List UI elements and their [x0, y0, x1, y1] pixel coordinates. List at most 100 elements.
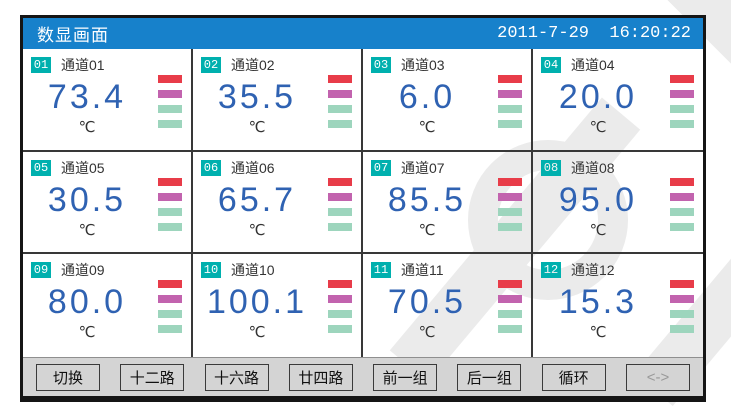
channel-value: 15.3 — [558, 283, 638, 322]
bar-magenta — [498, 192, 522, 201]
channel-label: 通道06 — [231, 159, 275, 176]
twelve-channel-button[interactable]: 十二路 — [120, 363, 185, 391]
button-bar: 切换 十二路 十六路 廿四路 前一组 后一组 循环 <-> — [23, 357, 703, 396]
cycle-button[interactable]: 循环 — [541, 363, 606, 391]
channel-cell-03: 03 通道03 6.0 ℃ — [363, 49, 533, 152]
channel-cell-09: 09 通道09 80.0 ℃ — [23, 254, 193, 357]
bar-green — [670, 120, 694, 128]
bar-indicator — [158, 75, 182, 128]
bar-green — [498, 222, 522, 231]
channel-number-badge: 09 — [31, 262, 51, 279]
channel-cell-01: 01 通道01 73.4 ℃ — [23, 49, 193, 152]
channel-number-badge: 06 — [201, 159, 221, 176]
channel-value: 100.1 — [206, 283, 308, 322]
channel-value: 73.4 — [47, 78, 127, 116]
channel-label: 通道01 — [61, 57, 105, 73]
channel-label: 通道08 — [571, 159, 615, 176]
channel-cell-10: 10 通道10 100.1 ℃ — [193, 254, 363, 357]
channel-value: 30.5 — [47, 180, 127, 219]
bar-magenta — [328, 192, 352, 201]
channel-label: 通道02 — [231, 57, 275, 73]
bar-green — [158, 207, 182, 216]
sixteen-channel-button[interactable]: 十六路 — [204, 363, 269, 391]
bar-green — [328, 120, 352, 128]
channel-label: 通道03 — [401, 57, 445, 73]
channel-cell-06: 06 通道06 65.7 ℃ — [193, 151, 363, 255]
bar-indicator — [328, 280, 352, 334]
prev-group-button[interactable]: 前一组 — [373, 363, 438, 391]
bar-green — [158, 120, 182, 128]
bar-green — [670, 310, 694, 319]
bar-red — [498, 280, 522, 289]
bar-red — [670, 75, 694, 83]
channel-value: 20.0 — [558, 78, 638, 116]
channel-value: 6.0 — [398, 78, 456, 116]
switch-button[interactable]: 切换 — [36, 363, 100, 391]
bar-green — [158, 222, 182, 231]
bar-green — [498, 310, 522, 319]
datetime-display: 2011-7-29 16:20:22 — [497, 24, 691, 43]
channel-label: 通道11 — [401, 262, 444, 279]
bar-indicator — [498, 280, 522, 334]
channel-unit: ℃ — [248, 324, 266, 342]
channel-cell-02: 02 通道02 35.5 ℃ — [193, 49, 363, 152]
bar-green — [158, 105, 182, 113]
bar-green — [670, 325, 694, 334]
bar-magenta — [498, 295, 522, 304]
toggle-button[interactable]: <-> — [625, 363, 690, 391]
bar-green — [158, 310, 182, 319]
page-title: 数显画面 — [37, 26, 109, 45]
bar-indicator — [328, 75, 352, 128]
bar-green — [328, 105, 352, 113]
channel-cell-11: 11 通道11 70.5 ℃ — [363, 254, 533, 357]
channel-number-badge: 01 — [31, 57, 51, 73]
channel-label: 通道10 — [231, 262, 275, 279]
bar-green — [328, 310, 352, 319]
channel-cell-12: 12 通道12 15.3 ℃ — [533, 254, 703, 357]
bar-red — [498, 177, 522, 186]
channel-unit: ℃ — [589, 221, 607, 239]
twentyfour-channel-button[interactable]: 廿四路 — [288, 363, 353, 391]
channel-number-badge: 03 — [371, 57, 391, 73]
channel-number-badge: 02 — [201, 57, 221, 73]
bar-magenta — [158, 90, 182, 98]
bar-magenta — [158, 295, 182, 304]
channel-unit: ℃ — [589, 119, 607, 136]
bar-red — [328, 75, 352, 83]
bar-red — [158, 177, 182, 186]
bar-red — [328, 177, 352, 186]
bar-green — [498, 120, 522, 128]
channel-value: 65.7 — [217, 180, 297, 219]
channel-value: 80.0 — [47, 283, 127, 322]
bar-magenta — [498, 90, 522, 98]
channel-label: 通道05 — [61, 159, 105, 176]
bar-red — [670, 280, 694, 289]
next-group-button[interactable]: 后一组 — [457, 363, 522, 391]
channel-number-badge: 07 — [371, 159, 391, 176]
channel-unit: ℃ — [418, 119, 436, 136]
bar-magenta — [328, 295, 352, 304]
bar-indicator — [670, 280, 694, 334]
channel-value: 95.0 — [558, 180, 638, 219]
channel-number-badge: 08 — [541, 159, 561, 176]
bar-red — [498, 75, 522, 83]
bar-indicator — [498, 177, 522, 231]
bar-magenta — [158, 192, 182, 201]
bar-green — [498, 325, 522, 334]
channel-label: 通道09 — [61, 262, 105, 279]
channel-value: 70.5 — [387, 283, 467, 322]
channel-unit: ℃ — [589, 324, 607, 342]
bar-magenta — [670, 192, 694, 201]
channel-unit: ℃ — [78, 221, 96, 239]
bar-green — [328, 207, 352, 216]
channel-label: 通道12 — [571, 262, 615, 279]
bar-indicator — [158, 177, 182, 231]
bar-indicator — [498, 75, 522, 128]
channel-cell-07: 07 通道07 85.5 ℃ — [363, 151, 533, 255]
channel-label: 通道07 — [401, 159, 445, 176]
channel-label: 通道04 — [571, 57, 615, 73]
bar-red — [158, 75, 182, 83]
bar-red — [328, 280, 352, 289]
bar-red — [670, 177, 694, 186]
channel-number-badge: 04 — [541, 57, 561, 73]
